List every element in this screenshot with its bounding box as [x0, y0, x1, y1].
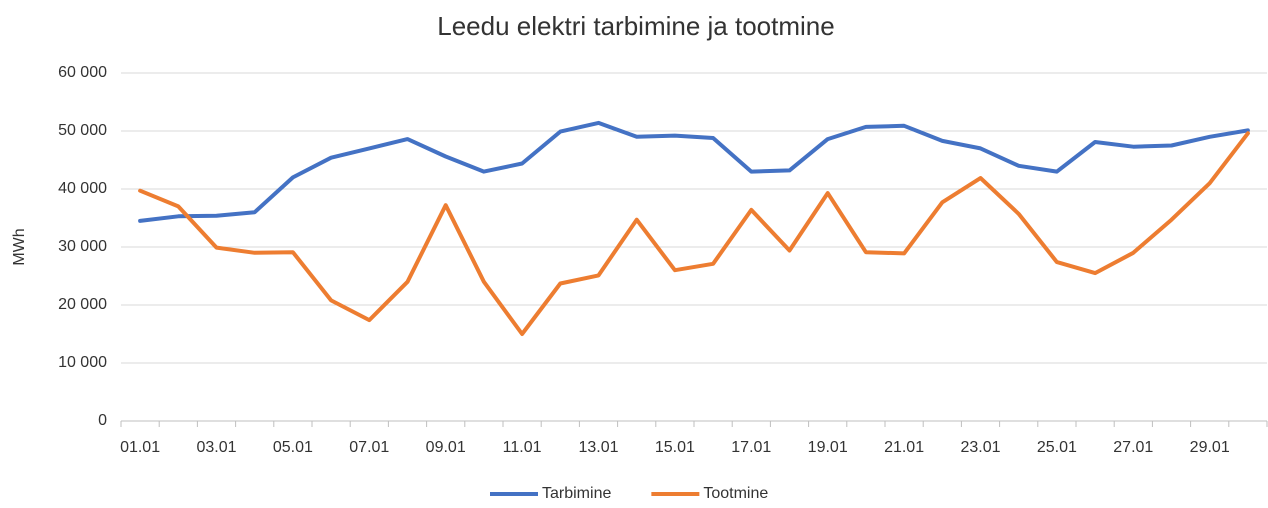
- chart-title: Leedu elektri tarbimine ja tootmine: [437, 11, 834, 41]
- x-tick-label: 09.01: [426, 439, 466, 456]
- y-tick-label: 50 000: [58, 122, 107, 139]
- series-line: [138, 131, 1250, 336]
- y-tick-label: 20 000: [58, 296, 107, 313]
- y-tick-label: 30 000: [58, 238, 107, 255]
- x-tick-label: 27.01: [1113, 439, 1153, 456]
- x-tick-label: 15.01: [655, 439, 695, 456]
- y-tick-label: 10 000: [58, 354, 107, 371]
- y-tick-label: 40 000: [58, 180, 107, 197]
- x-tick-label: 07.01: [349, 439, 389, 456]
- x-tick-label: 29.01: [1190, 439, 1230, 456]
- y-tick-label: 0: [98, 412, 107, 429]
- x-tick-label: 03.01: [196, 439, 236, 456]
- legend-label: Tarbimine: [542, 485, 611, 502]
- x-tick-label: 19.01: [808, 439, 848, 456]
- y-axis-label: MWh: [11, 228, 28, 265]
- x-tick-label: 23.01: [960, 439, 1000, 456]
- x-tick-label: 25.01: [1037, 439, 1077, 456]
- series-line: [138, 120, 1250, 223]
- x-tick-label: 05.01: [273, 439, 313, 456]
- x-tick-label: 21.01: [884, 439, 924, 456]
- x-tick-label: 13.01: [578, 439, 618, 456]
- x-tick-label: 01.01: [120, 439, 160, 456]
- y-tick-label: 60 000: [58, 64, 107, 81]
- legend-label: Tootmine: [703, 485, 768, 502]
- x-tick-label: 11.01: [503, 439, 542, 456]
- x-tick-label: 17.01: [731, 439, 771, 456]
